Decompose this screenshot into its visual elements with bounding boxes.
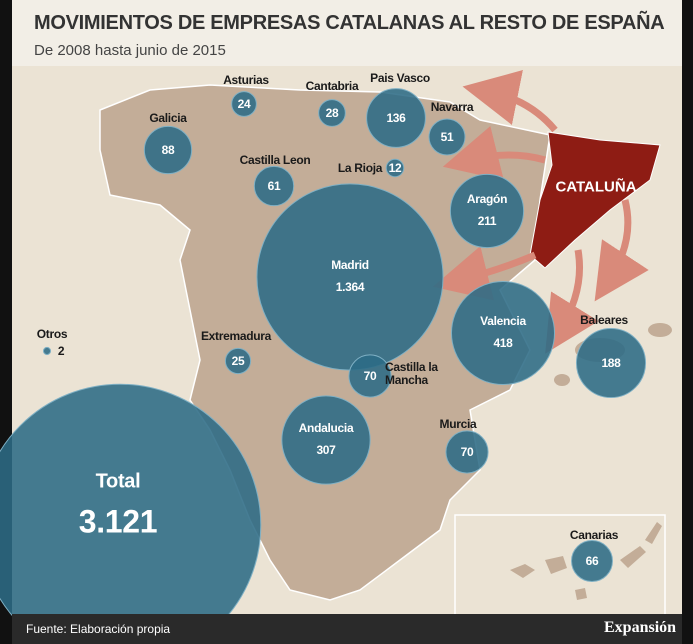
- header-band: [12, 0, 682, 66]
- source: Fuente: Elaboración propia: [26, 622, 171, 636]
- arrow: [462, 70, 558, 133]
- island: [554, 374, 570, 386]
- bubble: [366, 88, 426, 148]
- region-label: La Rioja: [337, 161, 383, 175]
- bubble: [385, 158, 405, 178]
- region-label: Navarra: [430, 100, 474, 114]
- bubble-label: 28: [325, 106, 339, 120]
- bubble: [575, 327, 647, 399]
- bubble-label: 61: [267, 179, 281, 193]
- highlight-label: CATALUÑA: [555, 178, 637, 196]
- region-label: Otros: [36, 327, 68, 341]
- bubble-label: Aragón: [466, 192, 508, 206]
- region-label: Canarias: [569, 528, 619, 542]
- arrow: [432, 246, 537, 301]
- region-label: Cantabria: [305, 79, 359, 93]
- arrow: [545, 249, 599, 354]
- arrow: [594, 199, 649, 302]
- bubble: [318, 99, 346, 127]
- bubble-label: 307: [316, 443, 336, 457]
- bubble-label: 3.121: [78, 503, 158, 540]
- bubble: [224, 347, 252, 375]
- bubble-label: 25: [231, 354, 245, 368]
- bubble: [281, 395, 371, 485]
- bubble: [449, 173, 525, 249]
- bubble-label: 12: [388, 161, 402, 175]
- bubble-label: 70: [363, 369, 377, 383]
- subtitle: De 2008 hasta junio de 2015: [34, 42, 226, 59]
- islands: [510, 522, 662, 600]
- bubble-label: 136: [386, 111, 406, 125]
- bubble-label: 70: [460, 445, 474, 459]
- bubble: [428, 118, 466, 156]
- bubble-label: 24: [237, 97, 251, 111]
- title: MOVIMIENTOS DE EMPRESAS CATALANAS AL RES…: [34, 12, 665, 34]
- bubble: [42, 346, 52, 356]
- bubble: [256, 183, 444, 371]
- arrow: [442, 126, 546, 181]
- bubble-label: Valencia: [480, 314, 526, 328]
- bubble-label: 66: [585, 554, 599, 568]
- bubble: [253, 165, 295, 207]
- region-label: Galicia: [149, 111, 187, 125]
- region-label: Murcia: [439, 417, 477, 431]
- bubble: [571, 540, 613, 582]
- region-label: Baleares: [580, 313, 628, 327]
- island: [648, 323, 672, 337]
- bubble-label: 1.364: [335, 280, 365, 294]
- brand: Expansión: [604, 619, 677, 636]
- region-label: Castilla Leon: [239, 153, 311, 167]
- region-label: Pais Vasco: [370, 71, 430, 85]
- bubble-label: 51: [440, 130, 454, 144]
- bubble-label: 418: [493, 336, 513, 350]
- bubble-label: Madrid: [331, 258, 369, 272]
- region-label: Asturias: [223, 73, 269, 87]
- bubble-label: Andalucia: [298, 421, 354, 435]
- region-label: Extremadura: [200, 329, 272, 343]
- bubble-label: 211: [477, 214, 497, 228]
- bubble-label: 88: [161, 143, 175, 157]
- bubble: [231, 91, 257, 117]
- footer-band: [12, 614, 682, 644]
- region-label: Castilla la Mancha: [385, 360, 438, 387]
- bubble: [143, 125, 193, 175]
- bubble-label: Total: [95, 470, 141, 493]
- bubble: [0, 383, 262, 644]
- bubble: [450, 280, 556, 386]
- bubble-label: 188: [601, 356, 621, 370]
- bubble: [445, 430, 489, 474]
- cataluna-land: [529, 131, 661, 269]
- bubble: [348, 354, 392, 398]
- region-label: 2: [57, 344, 65, 358]
